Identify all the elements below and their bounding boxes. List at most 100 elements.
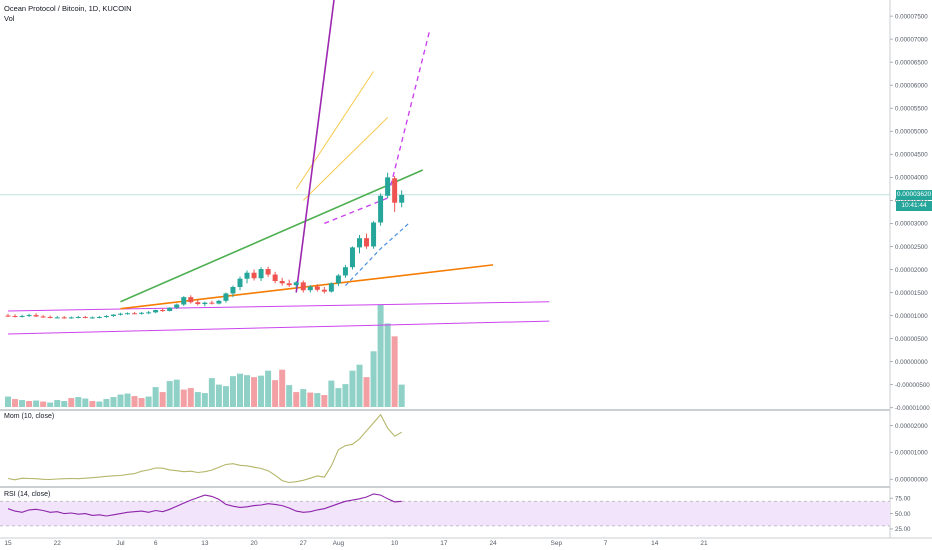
candle-body	[153, 310, 159, 313]
candle-body	[195, 302, 201, 305]
candle-body	[223, 293, 229, 301]
price-axis-label: 0.00005000	[895, 129, 928, 136]
volume-bar	[314, 393, 321, 407]
rsi-band	[0, 501, 890, 526]
candle-body	[286, 283, 292, 286]
candle-body	[103, 316, 109, 318]
candle-body	[117, 313, 123, 315]
momentum-axis-label: 0.00002000	[895, 423, 928, 430]
volume-bar	[173, 379, 180, 407]
volume-bar	[307, 392, 314, 407]
candle-body	[75, 316, 81, 318]
price-axis-label: 0.00005500	[895, 106, 928, 113]
candle-body	[265, 269, 271, 275]
candle-body	[258, 269, 264, 279]
volume-bar	[272, 380, 279, 407]
time-axis-label: Aug	[333, 540, 345, 547]
candle-body	[251, 272, 257, 279]
candle-body	[188, 297, 194, 303]
volume-bar	[201, 393, 208, 407]
candle-body	[54, 317, 60, 319]
volume-bar	[152, 387, 159, 407]
momentum-title: Mom (10, close)	[4, 413, 55, 420]
candle-body	[300, 282, 306, 291]
volume-bar	[236, 373, 243, 407]
candle-body	[385, 177, 391, 196]
candle-body	[307, 286, 313, 291]
candle-body	[110, 314, 116, 317]
candle-body	[146, 312, 152, 314]
volume-bar	[124, 393, 131, 407]
candle-body	[61, 317, 67, 319]
candle-body	[335, 275, 341, 284]
momentum-axis-label: 0.00001000	[895, 450, 928, 457]
candle-body	[364, 238, 370, 247]
fan-upper-line	[295, 71, 374, 190]
volume-bar	[328, 380, 335, 407]
volume-bar	[103, 399, 110, 407]
time-axis-label: 14	[651, 540, 659, 547]
price-axis-label: -0.00001000	[895, 405, 930, 412]
volume-bar	[356, 364, 363, 407]
volume-bar	[117, 394, 124, 407]
volume-bar	[40, 401, 47, 407]
volume-bar	[61, 401, 68, 407]
time-axis-label: 6	[154, 540, 158, 547]
channel-top-line	[7, 301, 550, 312]
volume-bar	[19, 400, 26, 407]
candle-body	[328, 283, 334, 292]
candle-body	[96, 316, 102, 318]
volume-bar	[208, 378, 215, 407]
time-axis-label: 27	[300, 540, 308, 547]
last-price-badge: 0.00003620	[896, 190, 932, 200]
time-axis-label: Jul	[116, 540, 125, 547]
support-dashed-line	[345, 222, 410, 287]
steep-trendline	[295, 0, 335, 293]
volume-bar	[222, 386, 229, 407]
momentum-line	[7, 413, 402, 484]
price-axis-label: -0.00000500	[895, 382, 930, 389]
candle-body	[378, 195, 384, 223]
candle-body	[209, 302, 215, 304]
candle-body	[167, 307, 173, 311]
time-axis-label: 24	[489, 540, 497, 547]
candle-body	[139, 312, 145, 314]
volume-bar	[26, 401, 33, 407]
volume-bar	[138, 398, 145, 407]
volume-bar	[166, 381, 173, 407]
price-axis-label: 0.00004000	[895, 175, 928, 182]
momentum-axis-label: 0.00000000	[895, 477, 928, 484]
countdown-badge: 10:41:44	[896, 201, 932, 211]
candle-body	[19, 316, 25, 318]
volume-bar	[187, 388, 194, 407]
volume-bar	[377, 305, 384, 407]
projection-dashed-line	[324, 29, 431, 225]
candle-body	[47, 316, 53, 318]
volume-bar	[33, 400, 40, 407]
candle-body	[82, 316, 88, 318]
volume-bar	[279, 369, 286, 407]
volume-bar	[96, 401, 103, 407]
volume-bar	[131, 396, 138, 407]
volume-bar	[300, 389, 307, 407]
candle-body	[202, 302, 208, 305]
volume-bar	[229, 376, 236, 407]
volume-bar	[342, 384, 349, 407]
orange-trendline	[120, 264, 494, 310]
volume-bar	[54, 400, 61, 407]
volume-bar	[82, 398, 89, 407]
volume-bar	[384, 323, 391, 407]
volume-bar	[159, 392, 166, 407]
volume-bar	[265, 370, 272, 407]
time-axis-label: 22	[54, 540, 62, 547]
price-axis-label: 0.00003000	[895, 221, 928, 228]
candle-body	[89, 317, 95, 319]
candle-body	[279, 281, 285, 284]
candle-body	[5, 315, 11, 317]
time-axis-label: 21	[700, 540, 708, 547]
volume-legend: Vol	[4, 14, 15, 23]
candle-body	[237, 278, 243, 287]
candle-body	[40, 316, 46, 318]
volume-bar	[89, 401, 96, 407]
